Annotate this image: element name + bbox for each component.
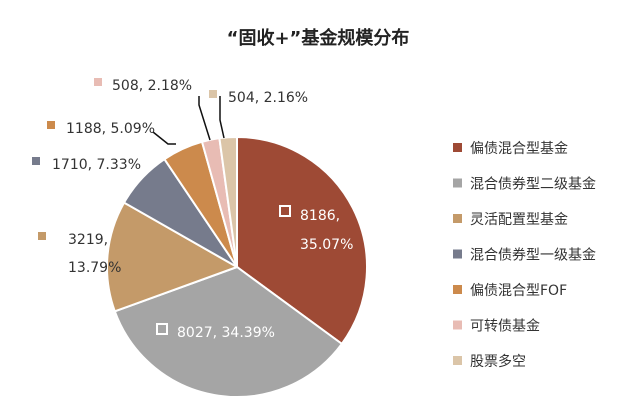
legend-swatch [453,178,462,188]
legend-entry: 可转债基金 [470,318,540,335]
legend-entry: 混合债券型二级基金 [470,176,596,193]
legend-entry: 偏债混合型基金 [470,140,568,157]
legend-swatch [453,356,462,365]
data-label: 8186, [300,208,340,224]
leader-line [152,131,176,145]
chart-title: “固收+”基金规模分布 [227,27,410,49]
legend-entry: 偏债混合型FOF [470,283,567,299]
data-label: 8027, 34.39% [177,325,275,341]
data-label-marker [279,205,291,217]
legend-entry: 混合债券型一级基金 [470,247,596,264]
data-label-marker [94,78,102,86]
pie-slice [218,135,238,268]
legend-swatch [453,285,462,294]
legend-swatch [453,214,462,223]
data-label: 1188, 5.09% [66,121,155,137]
data-label-marker [47,121,55,129]
legend-swatch [453,143,462,152]
legend-entry: 灵活配置型基金 [470,211,568,228]
leader-line [219,96,225,139]
pie-slice [236,135,368,346]
data-label: 504, 2.16% [228,90,308,106]
data-label-marker [156,323,168,335]
leader-line [198,96,211,141]
pie-slice [106,201,240,313]
legend-swatch [453,249,462,259]
pie-slice [113,265,344,399]
legend-entry: 股票多空 [470,353,526,370]
data-label-marker [32,157,40,165]
data-label: 1710, 7.33% [52,157,141,173]
data-label: 508, 2.18% [112,78,192,94]
data-label: 3219, [68,232,108,248]
data-label: 35.07% [300,237,353,253]
legend-swatch [453,320,462,330]
data-label-marker [209,90,217,98]
data-label-marker [38,232,46,240]
data-label: 13.79% [68,260,121,276]
